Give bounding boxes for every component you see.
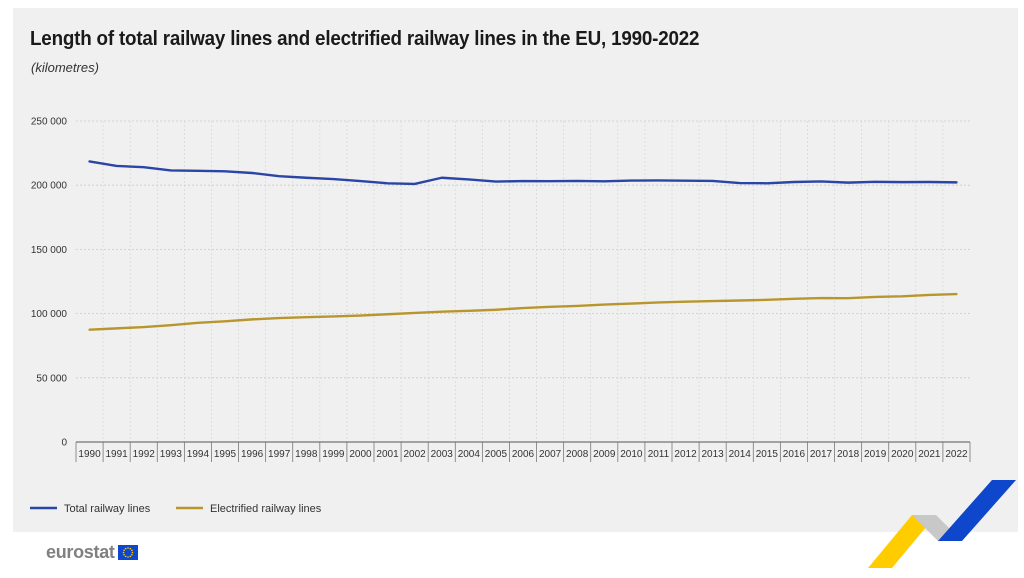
x-tick-label: 2016: [783, 449, 806, 460]
y-tick-label: 50 000: [36, 373, 67, 384]
x-tick-label: 1997: [268, 449, 291, 460]
eu-flag-icon: [117, 545, 138, 560]
chart-title: Length of total railway lines and electr…: [30, 28, 700, 50]
axes: 0 50 000 100 000 150 000 200 000 250 000 1990 1…: [31, 117, 971, 462]
x-tick-label: 1990: [78, 449, 101, 460]
brand-swoosh-graphic: [868, 480, 1016, 568]
x-tick-label: 2003: [431, 449, 454, 460]
x-tick-label: 2007: [539, 449, 562, 460]
x-tick-label: 2019: [864, 449, 887, 460]
x-tick-label: 1998: [295, 449, 318, 460]
y-tick-label: 200 000: [31, 181, 68, 192]
series-lines: [88, 160, 958, 331]
x-tick-label: 2009: [593, 449, 616, 460]
x-tick-label: 2006: [512, 449, 535, 460]
swoosh-yellow: [868, 515, 936, 568]
chart-panel: [13, 8, 1018, 532]
logo-text: eurostat: [46, 542, 115, 562]
x-tick-label: 1994: [187, 449, 210, 460]
x-tick-label: 1991: [106, 449, 129, 460]
x-tick-label: 1996: [241, 449, 264, 460]
x-tick-label: 1992: [133, 449, 156, 460]
legend: Total railway lines Electrified railway l…: [30, 503, 322, 515]
series-line-electrified: [88, 292, 958, 331]
x-tick-label: 2008: [566, 449, 589, 460]
x-tick-label: 2015: [756, 449, 779, 460]
x-tick-label: 1993: [160, 449, 183, 460]
x-tick-label: 2014: [729, 449, 752, 460]
series-line-total: [88, 160, 958, 186]
x-tick-label: 2004: [458, 449, 481, 460]
legend-label: Electrified railway lines: [210, 503, 322, 515]
y-tick-label: 0: [61, 438, 67, 449]
chart-subtitle: (kilometres): [31, 60, 99, 75]
x-tick-label: 2005: [485, 449, 508, 460]
x-tick-label: 2020: [891, 449, 914, 460]
x-tick-label: 1995: [214, 449, 237, 460]
x-tick-label: 2010: [620, 449, 643, 460]
x-tick-label: 2001: [376, 449, 399, 460]
gridlines: [76, 120, 970, 442]
y-tick-label: 150 000: [31, 245, 68, 256]
x-tick-label: 2018: [837, 449, 860, 460]
swoosh-blue: [938, 480, 1016, 541]
x-tick-label: 2021: [918, 449, 941, 460]
y-tick-label: 250 000: [31, 117, 68, 128]
x-tick-label: 2000: [349, 449, 372, 460]
eurostat-logo: eurostat: [46, 542, 138, 563]
x-tick-label: 2002: [404, 449, 427, 460]
x-tick-label: 2013: [702, 449, 725, 460]
y-tick-label: 100 000: [31, 309, 68, 320]
x-tick-label: 2022: [945, 449, 968, 460]
x-tick-label: 1999: [322, 449, 345, 460]
legend-label: Total railway lines: [64, 503, 151, 515]
x-tick-label: 2011: [648, 449, 670, 460]
x-tick-label: 2017: [810, 449, 833, 460]
x-tick-label: 2012: [674, 449, 697, 460]
